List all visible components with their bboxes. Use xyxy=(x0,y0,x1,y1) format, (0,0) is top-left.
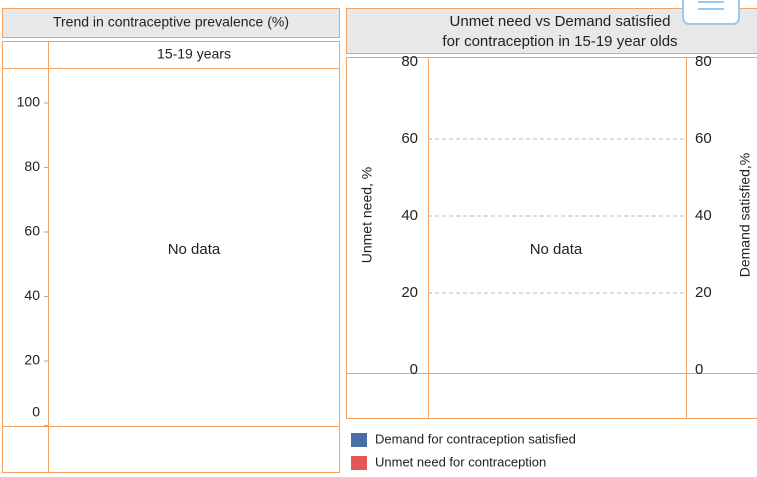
y-tick-label: 20 xyxy=(24,352,40,368)
y-tick-label: 0 xyxy=(32,404,40,420)
y-tick-label: 80 xyxy=(24,158,40,174)
y2-tick-label: 40 xyxy=(695,207,712,224)
y2-tick-label: 20 xyxy=(695,284,712,301)
y-axis-label: Unmet need, % xyxy=(359,167,375,264)
panel-header xyxy=(2,8,340,38)
legend-swatch xyxy=(351,456,367,470)
y-tick-label: 20 xyxy=(401,284,418,301)
y-tick-label: 40 xyxy=(24,287,40,303)
chart-title: Trend in contraceptive prevalence (%) xyxy=(53,14,289,30)
y-tick-label: 100 xyxy=(17,94,41,110)
legend-label: Unmet need for contraception xyxy=(375,454,546,469)
y2-tick-label: 80 xyxy=(695,53,712,70)
y2-axis-label: Demand satisfied,% xyxy=(737,153,753,278)
y-tick-label: 80 xyxy=(401,53,418,70)
no-data: No data xyxy=(168,241,221,258)
panel-frame xyxy=(2,41,340,473)
chart-title: for contraception in 15-19 year olds xyxy=(442,33,677,50)
y-tick-label: 0 xyxy=(410,361,418,378)
chart-subtitle: 15-19 years xyxy=(157,46,231,62)
y2-tick-label: 60 xyxy=(695,130,712,147)
icon xyxy=(682,0,740,25)
y-tick-label: 60 xyxy=(401,130,418,147)
y-tick-label: 40 xyxy=(401,207,418,224)
legend-label: Demand for contraception satisfied xyxy=(375,431,576,446)
chart-title: Unmet need vs Demand satisfied xyxy=(450,13,671,30)
y-tick-label: 60 xyxy=(24,223,40,239)
no-data: No data xyxy=(530,241,583,258)
legend-swatch xyxy=(351,433,367,447)
panel-frame xyxy=(346,57,757,419)
y2-tick-label: 0 xyxy=(695,361,703,378)
